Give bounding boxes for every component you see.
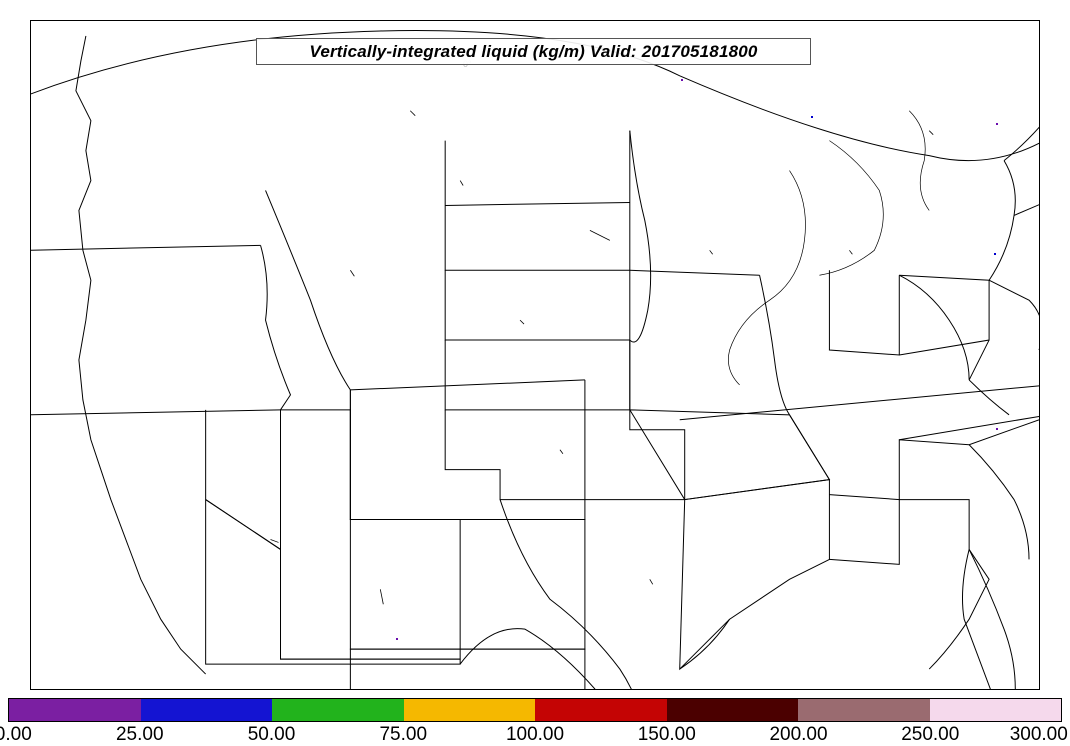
data-artifact-dot — [996, 428, 998, 430]
colorbar-tick-3: 75.00 — [379, 724, 427, 746]
colorbar-tick-4: 100.00 — [506, 724, 564, 746]
data-artifact-dot — [396, 638, 398, 640]
data-artifact-dot — [681, 79, 683, 81]
map-title-box: Vertically-integrated liquid (kg/m) Vali… — [256, 38, 811, 65]
colorbar-tick-5: 150.00 — [638, 724, 696, 746]
data-artifact-dot — [811, 116, 813, 118]
colorbar — [8, 698, 1062, 722]
colorbar-segment-1 — [141, 699, 273, 721]
colorbar-tick-7: 250.00 — [901, 724, 959, 746]
colorbar-segment-6 — [798, 699, 930, 721]
colorbar-tick-0: 10.00 — [0, 724, 32, 746]
colorbar-tick-6: 200.00 — [769, 724, 827, 746]
colorbar-tick-2: 50.00 — [248, 724, 296, 746]
colorbar-segment-7 — [930, 699, 1062, 721]
data-artifact-dot — [996, 123, 998, 125]
colorbar-gradient — [8, 698, 1062, 722]
colorbar-tick-8: 300.00 — [1010, 724, 1068, 746]
colorbar-segment-4 — [535, 699, 667, 721]
colorbar-segment-5 — [667, 699, 799, 721]
colorbar-segment-3 — [404, 699, 536, 721]
data-artifact-dot — [994, 253, 996, 255]
colorbar-segment-0 — [9, 699, 141, 721]
colorbar-labels: 10.00 25.00 50.00 75.00 100.00 150.00 20… — [8, 724, 1062, 744]
colorbar-segment-2 — [272, 699, 404, 721]
colorbar-tick-1: 25.00 — [116, 724, 164, 746]
map-panel: Vertically-integrated liquid (kg/m) Vali… — [30, 20, 1040, 690]
us-map-svg — [31, 21, 1039, 689]
